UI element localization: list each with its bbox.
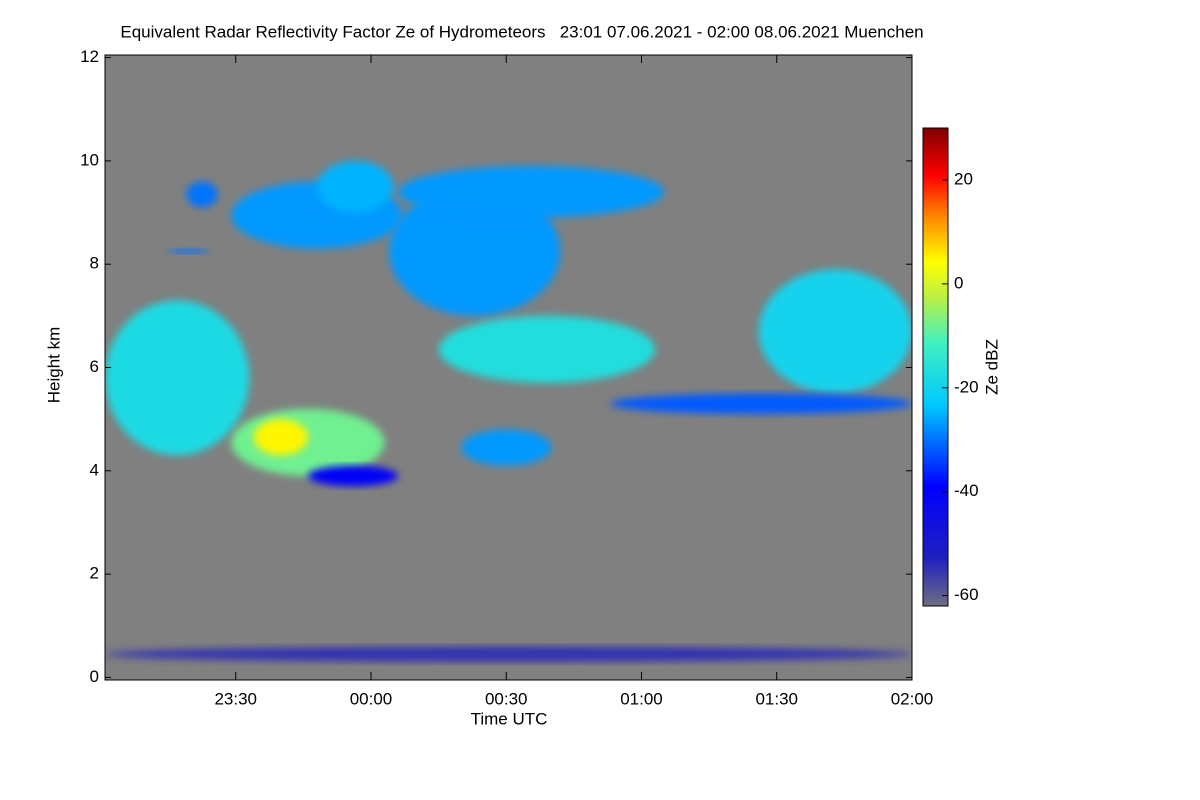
y-tick-label: 0 bbox=[90, 667, 99, 686]
y-tick-label: 2 bbox=[90, 564, 99, 583]
x-axis-label: Time UTC bbox=[471, 709, 548, 728]
x-tick-label: 00:00 bbox=[350, 689, 393, 708]
colorbar bbox=[922, 127, 949, 607]
chart-title: Equivalent Radar Reflectivity Factor Ze … bbox=[120, 22, 923, 41]
colorbar-tick-label: -20 bbox=[954, 377, 979, 396]
y-tick-label: 8 bbox=[90, 254, 99, 273]
echo-layer bbox=[105, 160, 912, 662]
colorbar-label: Ze dBZ bbox=[982, 339, 1001, 395]
colorbar-tick-label: -40 bbox=[954, 481, 979, 500]
echo-cell bbox=[609, 393, 912, 414]
colorbar-tick-label: 20 bbox=[954, 169, 973, 188]
echo-cell bbox=[758, 269, 912, 394]
echo-cell bbox=[307, 465, 399, 487]
echo-cell bbox=[168, 248, 209, 254]
echo-cell bbox=[461, 429, 552, 466]
echo-cell bbox=[398, 166, 665, 218]
x-tick-label: 02:00 bbox=[891, 689, 934, 708]
x-tick-label: 01:30 bbox=[755, 689, 798, 708]
y-axis-label: Height km bbox=[44, 327, 63, 404]
echo-cell bbox=[105, 300, 250, 456]
echo-cell bbox=[316, 160, 394, 213]
x-tick-label: 01:00 bbox=[620, 689, 663, 708]
echo-cell bbox=[186, 181, 218, 208]
echo-cell bbox=[438, 315, 656, 383]
x-tick-label: 23:30 bbox=[214, 689, 257, 708]
echo-cell bbox=[389, 186, 561, 316]
axes: 0 2 4 6 8 10 12 23:30 00:00 00:30 01:00 01:30 02:00 -… bbox=[80, 47, 979, 708]
echo-cell bbox=[253, 419, 308, 456]
x-tick-label: 00:30 bbox=[485, 689, 528, 708]
echo-cell bbox=[105, 646, 912, 662]
colorbar-tick-label: 0 bbox=[954, 273, 963, 292]
y-tick-label: 6 bbox=[90, 357, 99, 376]
y-tick-label: 10 bbox=[80, 150, 99, 169]
y-tick-label: 4 bbox=[90, 460, 99, 479]
y-tick-label: 12 bbox=[80, 47, 99, 66]
colorbar-tick-label: -60 bbox=[954, 585, 979, 604]
